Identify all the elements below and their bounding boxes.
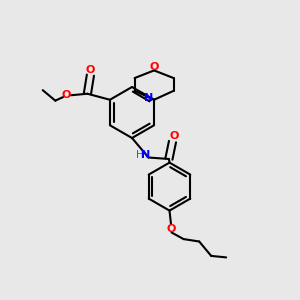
Text: N: N [141, 150, 150, 160]
Text: O: O [169, 131, 178, 141]
Text: O: O [61, 90, 71, 100]
Text: N: N [144, 93, 153, 103]
Text: H: H [136, 150, 143, 160]
Text: O: O [85, 65, 94, 75]
Text: O: O [167, 224, 176, 234]
Text: O: O [149, 62, 159, 72]
